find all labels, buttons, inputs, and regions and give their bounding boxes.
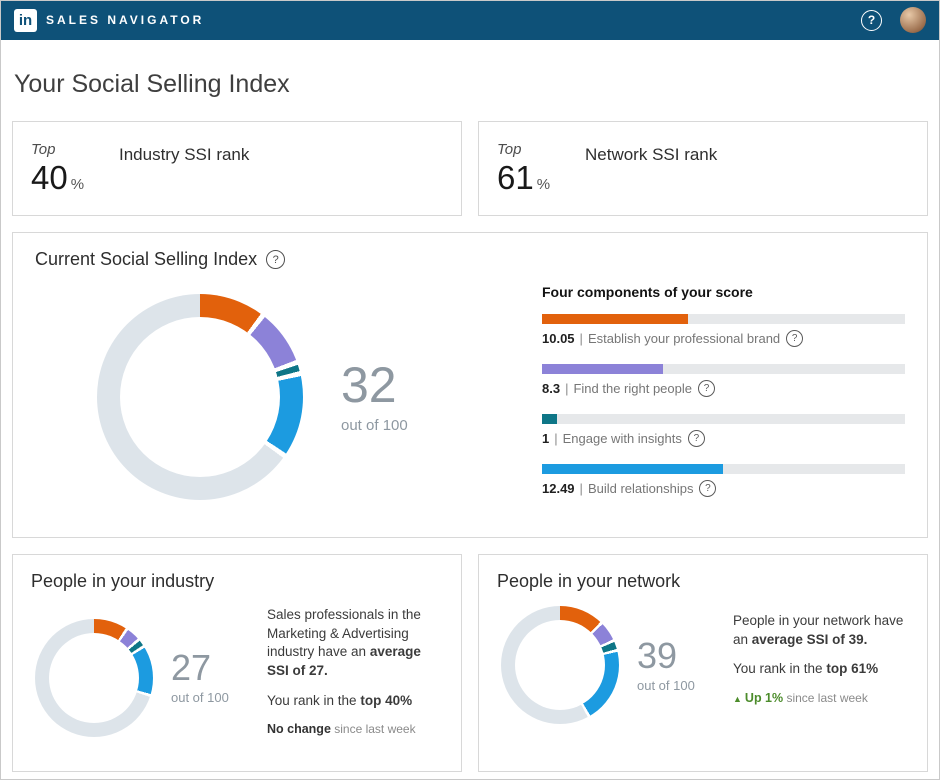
rank-value-block: Top 61 %: [497, 136, 575, 201]
rank-label: Network SSI rank: [585, 145, 717, 201]
ssi-score: 32: [341, 360, 408, 410]
industry-rank-card: Top 40 % Industry SSI rank: [12, 121, 462, 216]
component-bar-fill: [542, 314, 688, 324]
network-score: 39: [637, 638, 695, 674]
logo-area: in SALES NAVIGATOR: [14, 9, 204, 32]
network-rank-text: You rank in the top 61%: [733, 660, 907, 679]
component-row: 8.3 | Find the right people ?: [542, 364, 905, 397]
industry-summary: Sales professionals in the Marketing & A…: [267, 606, 443, 749]
rank-value: 40: [31, 159, 68, 197]
component-bar-fill: [542, 364, 663, 374]
network-trend-text: ▲Up 1% since last week: [733, 690, 907, 707]
network-score-caption: out of 100: [637, 678, 695, 693]
current-ssi-donut-zone: 32 out of 100: [35, 280, 542, 514]
ssi-page: Your Social Selling Index Top 40 % Indus…: [0, 70, 940, 772]
rank-value-block: Top 40 %: [31, 136, 109, 201]
top-bar-actions: ?: [861, 7, 926, 33]
components-title: Four components of your score: [542, 284, 905, 300]
component-label: Build relationships: [588, 481, 694, 496]
component-label: Engage with insights: [563, 431, 682, 446]
linkedin-logo-icon[interactable]: in: [14, 9, 37, 32]
current-ssi-card: Current Social Selling Index ? 32 out of…: [12, 232, 928, 538]
network-summary: People in your network have an average S…: [733, 612, 909, 718]
industry-average-text: Sales professionals in the Marketing & A…: [267, 606, 441, 681]
help-icon[interactable]: ?: [786, 330, 803, 347]
component-separator: |: [580, 481, 583, 496]
component-separator: |: [565, 381, 568, 396]
network-average-text: People in your network have an average S…: [733, 612, 907, 649]
industry-card-title: People in your industry: [31, 571, 443, 592]
page-title: Your Social Selling Index: [14, 70, 926, 99]
rank-percent-sign: %: [71, 176, 84, 193]
rank-prefix: Top: [497, 141, 575, 158]
component-bar-track: [542, 364, 905, 374]
network-donut-zone: 39 out of 100: [497, 606, 733, 724]
component-bar-track: [542, 414, 905, 424]
component-row: 10.05 | Establish your professional bran…: [542, 314, 905, 347]
component-separator: |: [554, 431, 557, 446]
component-separator: |: [580, 331, 583, 346]
help-icon[interactable]: ?: [861, 10, 882, 31]
avatar[interactable]: [900, 7, 926, 33]
component-bar-track: [542, 464, 905, 474]
current-ssi-score-block: 32 out of 100: [341, 360, 408, 434]
app-name: SALES NAVIGATOR: [46, 13, 204, 27]
rank-value: 61: [497, 159, 534, 197]
industry-rank-text: You rank in the top 40%: [267, 692, 441, 711]
component-bar-track: [542, 314, 905, 324]
component-value: 1: [542, 431, 549, 446]
network-donut-chart: [501, 606, 619, 724]
network-rank-card: Top 61 % Network SSI rank: [478, 121, 928, 216]
industry-trend-text: No change since last week: [267, 721, 441, 738]
component-label: Find the right people: [573, 381, 692, 396]
component-value: 10.05: [542, 331, 575, 346]
ssi-score-caption: out of 100: [341, 417, 408, 434]
top-bar: in SALES NAVIGATOR ?: [0, 0, 940, 40]
component-row: 1 | Engage with insights ?: [542, 414, 905, 447]
industry-donut-chart: [35, 619, 153, 737]
rank-percent-sign: %: [537, 176, 550, 193]
component-value: 12.49: [542, 481, 575, 496]
score-components: Four components of your score 10.05 | Es…: [542, 280, 905, 514]
help-icon[interactable]: ?: [699, 480, 716, 497]
rank-row: Top 40 % Industry SSI rank Top 61 % Netw…: [12, 121, 928, 216]
help-icon[interactable]: ?: [688, 430, 705, 447]
component-row: 12.49 | Build relationships ?: [542, 464, 905, 497]
help-icon[interactable]: ?: [698, 380, 715, 397]
component-bar-fill: [542, 414, 557, 424]
current-ssi-donut-chart: [97, 294, 303, 500]
industry-card: People in your industry 27 out of 100 Sa…: [12, 554, 462, 772]
current-ssi-title-text: Current Social Selling Index: [35, 249, 257, 270]
rank-prefix: Top: [31, 141, 109, 158]
trend-up-icon: ▲: [733, 694, 742, 704]
industry-score: 27: [171, 650, 229, 686]
rank-label: Industry SSI rank: [119, 145, 249, 201]
network-card-title: People in your network: [497, 571, 909, 592]
network-score-block: 39 out of 100: [637, 638, 695, 693]
network-card: People in your network 39 out of 100 Peo…: [478, 554, 928, 772]
current-ssi-title: Current Social Selling Index ?: [35, 249, 905, 270]
industry-donut-zone: 27 out of 100: [31, 619, 267, 737]
component-value: 8.3: [542, 381, 560, 396]
industry-score-caption: out of 100: [171, 690, 229, 705]
help-icon[interactable]: ?: [266, 250, 285, 269]
component-bar-fill: [542, 464, 723, 474]
comparison-row: People in your industry 27 out of 100 Sa…: [12, 554, 928, 772]
component-label: Establish your professional brand: [588, 331, 780, 346]
industry-score-block: 27 out of 100: [171, 650, 229, 705]
